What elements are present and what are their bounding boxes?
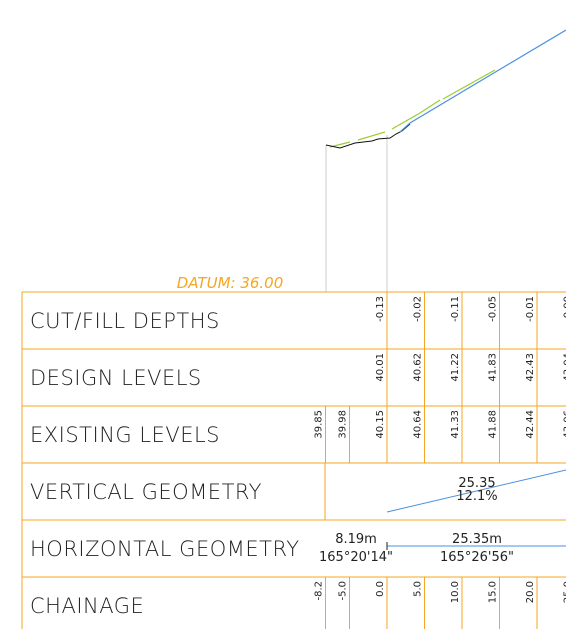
value: 15.0: [488, 581, 499, 603]
row-label: VERTICAL GEOMETRY: [30, 480, 262, 504]
value: -5.0: [338, 581, 349, 601]
value: -0.05: [488, 296, 499, 322]
row-label: HORIZONTAL GEOMETRY: [30, 537, 300, 561]
value: 41.22: [450, 353, 461, 382]
segment-length: 8.19m: [335, 532, 377, 547]
existing-profile: [399, 29, 566, 133]
value: -0.13: [375, 296, 386, 322]
value: 43.06: [563, 410, 566, 439]
value: 0.00: [563, 296, 566, 318]
grade: 12.1%: [456, 489, 497, 504]
value: 41.83: [488, 353, 499, 382]
segment-length: 25.35m: [452, 532, 502, 547]
segment-bearing: 165°26'56": [440, 550, 514, 565]
value: 43.04: [563, 353, 566, 382]
value: 39.98: [338, 410, 349, 439]
value: 40.64: [413, 410, 424, 439]
design-profile: [329, 69, 496, 148]
value: -0.11: [450, 296, 461, 322]
value: -0.02: [413, 296, 424, 322]
segment-bearing: 165°20'14": [319, 550, 393, 565]
value: 25.0: [563, 581, 566, 603]
value: 0.0: [375, 581, 386, 597]
value: 39.85: [314, 410, 325, 439]
table-grid: [21, 291, 566, 629]
row-label: DESIGN LEVELS: [30, 366, 202, 390]
value: 10.0: [450, 581, 461, 603]
grade-length: 25.35: [458, 476, 495, 491]
value: 40.01: [375, 353, 386, 382]
value: 40.15: [375, 410, 386, 439]
row-label: CUT/FILL DEPTHS: [30, 309, 220, 333]
grade-line: [386, 469, 566, 513]
value: 42.44: [525, 410, 536, 439]
value: 41.88: [488, 410, 499, 439]
value: 5.0: [413, 581, 424, 597]
value: 42.43: [525, 353, 536, 382]
datum: DATUM: 36.00: [177, 274, 284, 292]
value: 41.33: [450, 410, 461, 439]
value: 20.0: [525, 581, 536, 603]
row-label: CHAINAGE: [30, 594, 144, 618]
value: -8.2: [314, 581, 325, 601]
row-label: EXISTING LEVELS: [30, 423, 220, 447]
value: 40.62: [413, 353, 424, 382]
value: -0.01: [525, 296, 536, 322]
